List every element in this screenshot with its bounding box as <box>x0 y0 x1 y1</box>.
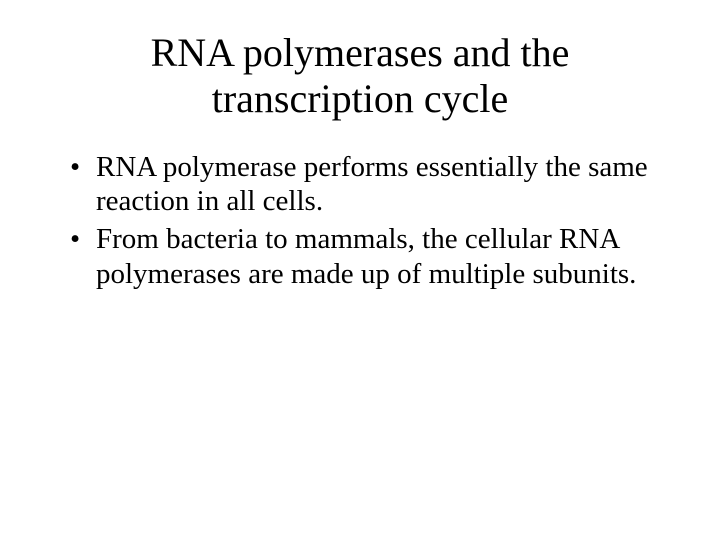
slide: RNA polymerases and the transcription cy… <box>0 0 720 540</box>
list-item: RNA polymerase performs essentially the … <box>70 150 680 218</box>
bullet-list: RNA polymerase performs essentially the … <box>40 150 680 291</box>
slide-title: RNA polymerases and the transcription cy… <box>40 30 680 122</box>
list-item: From bacteria to mammals, the cellular R… <box>70 222 680 290</box>
title-line-2: transcription cycle <box>212 76 509 121</box>
title-line-1: RNA polymerases and the <box>151 30 570 75</box>
